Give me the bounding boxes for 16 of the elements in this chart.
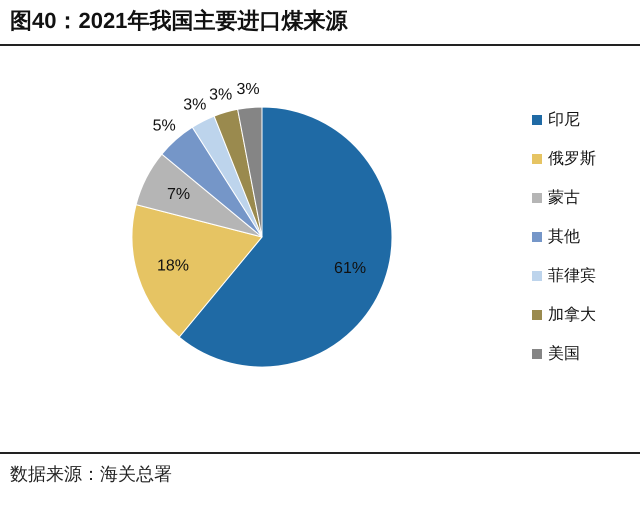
legend-label: 美国	[548, 344, 580, 362]
legend-label: 加拿大	[548, 306, 596, 324]
data-label: 61%	[334, 260, 366, 278]
legend-label: 印尼	[548, 110, 580, 128]
legend-label: 蒙古	[548, 188, 580, 206]
data-label: 7%	[167, 186, 190, 204]
source-note: 数据来源：海关总署	[10, 464, 172, 484]
data-label: 18%	[156, 257, 189, 274]
data-label: 5%	[152, 117, 176, 134]
data-label: 3%	[209, 86, 232, 104]
data-label: 3%	[236, 81, 260, 98]
legend-label: 俄罗斯	[548, 150, 596, 168]
chart-title: 图40：2021年我国主要进口煤来源	[10, 8, 348, 33]
legend-label: 菲律宾	[548, 266, 596, 284]
legend-label: 其他	[548, 228, 580, 246]
data-label: 3%	[183, 96, 206, 114]
